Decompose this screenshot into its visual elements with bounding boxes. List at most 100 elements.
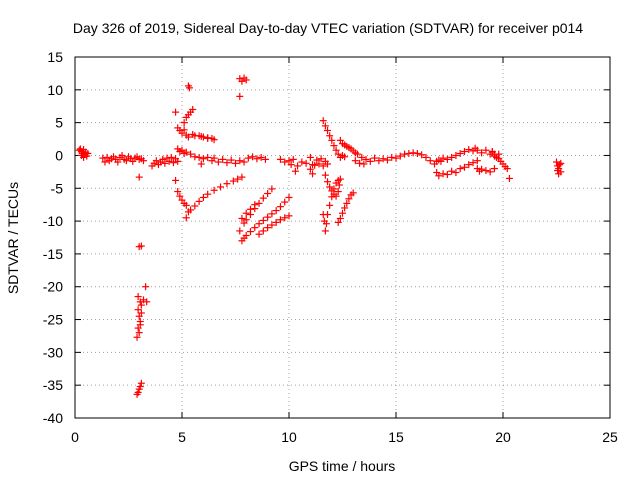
data-point bbox=[204, 153, 212, 161]
data-point bbox=[452, 151, 460, 159]
data-point bbox=[137, 379, 145, 387]
data-point bbox=[210, 154, 218, 162]
data-point bbox=[443, 170, 451, 178]
data-point bbox=[418, 151, 426, 159]
data-point bbox=[172, 176, 180, 184]
data-point bbox=[460, 148, 468, 156]
data-point bbox=[182, 214, 190, 222]
data-point bbox=[339, 209, 346, 217]
data-point bbox=[242, 232, 250, 240]
series-track-s bbox=[351, 149, 441, 168]
data-point bbox=[217, 183, 225, 191]
data-point bbox=[443, 155, 451, 163]
data-point bbox=[197, 132, 205, 140]
data-point bbox=[137, 242, 145, 250]
data-point bbox=[238, 173, 246, 181]
data-point bbox=[281, 214, 289, 222]
data-point bbox=[268, 221, 276, 229]
data-point bbox=[251, 201, 259, 209]
y-tick-label: -25 bbox=[43, 312, 63, 328]
data-point bbox=[486, 168, 494, 176]
data-point bbox=[251, 224, 259, 232]
data-point bbox=[356, 159, 364, 167]
data-point bbox=[482, 167, 490, 175]
data-point bbox=[324, 160, 332, 168]
data-point bbox=[210, 136, 218, 144]
data-point bbox=[272, 218, 280, 226]
data-point bbox=[478, 165, 486, 173]
x-axis-label: GPS time / hours bbox=[289, 458, 396, 474]
data-point bbox=[306, 153, 314, 161]
data-point bbox=[232, 159, 239, 167]
data-point bbox=[334, 218, 342, 226]
series-track-d bbox=[172, 108, 218, 144]
data-point bbox=[229, 177, 237, 185]
data-point bbox=[409, 149, 417, 157]
data-point bbox=[191, 202, 199, 210]
data-point bbox=[321, 227, 329, 235]
data-point bbox=[353, 150, 361, 158]
data-point bbox=[255, 230, 263, 238]
data-point bbox=[321, 122, 329, 130]
data-point bbox=[503, 165, 511, 173]
data-point bbox=[435, 172, 443, 180]
data-point bbox=[165, 157, 173, 165]
data-point bbox=[172, 108, 180, 116]
data-point bbox=[137, 301, 145, 309]
data-point bbox=[242, 76, 250, 84]
data-point bbox=[152, 157, 160, 165]
data-point bbox=[326, 183, 334, 191]
data-point bbox=[332, 146, 340, 154]
data-point bbox=[159, 155, 167, 163]
data-point bbox=[413, 149, 421, 157]
axis-ticks: 0 5 10 15 20 25 15 10 5 0 -5 -10 -15 -20 -25 -30 -35 -40 bbox=[43, 49, 618, 445]
data-point bbox=[187, 150, 195, 158]
data-point bbox=[341, 153, 349, 161]
data-point bbox=[291, 167, 299, 175]
series-track-q bbox=[334, 189, 357, 226]
series-track-c bbox=[148, 153, 182, 170]
series-track-g bbox=[174, 145, 269, 168]
data-point bbox=[460, 163, 468, 171]
data-point bbox=[345, 195, 353, 203]
data-point bbox=[264, 190, 272, 198]
data-point bbox=[167, 153, 175, 161]
data-point bbox=[341, 204, 349, 212]
data-point bbox=[298, 158, 306, 166]
data-point bbox=[313, 156, 321, 164]
data-point bbox=[264, 224, 272, 232]
data-point bbox=[422, 153, 430, 161]
series-track-i bbox=[236, 193, 293, 245]
data-point bbox=[555, 170, 563, 178]
data-point bbox=[317, 155, 325, 163]
plot-frame bbox=[74, 56, 611, 419]
data-point bbox=[388, 153, 396, 161]
data-point bbox=[77, 151, 85, 159]
x-tick-label: 0 bbox=[71, 429, 79, 445]
data-point bbox=[362, 155, 370, 163]
data-point bbox=[326, 201, 334, 209]
data-point bbox=[276, 216, 284, 224]
data-point bbox=[238, 214, 246, 222]
data-point bbox=[255, 199, 263, 207]
series-track-e bbox=[180, 82, 197, 127]
data-point bbox=[315, 160, 323, 168]
data-point bbox=[135, 173, 143, 181]
data-point bbox=[324, 127, 332, 135]
data-point bbox=[302, 159, 310, 167]
data-point bbox=[264, 213, 272, 221]
chart-title: Day 326 of 2019, Sidereal Day-to-day VTE… bbox=[73, 20, 583, 36]
data-point bbox=[182, 148, 190, 156]
data-point bbox=[375, 157, 383, 165]
series-track-m bbox=[276, 153, 332, 178]
data-point bbox=[122, 157, 130, 165]
data-point bbox=[259, 194, 267, 202]
data-point bbox=[236, 157, 244, 165]
y-tick-label: 5 bbox=[55, 115, 63, 131]
data-point bbox=[210, 186, 218, 194]
data-point bbox=[199, 155, 207, 163]
data-point bbox=[285, 157, 293, 165]
data-point bbox=[306, 165, 314, 173]
data-point bbox=[246, 228, 254, 236]
data-point bbox=[349, 189, 357, 197]
